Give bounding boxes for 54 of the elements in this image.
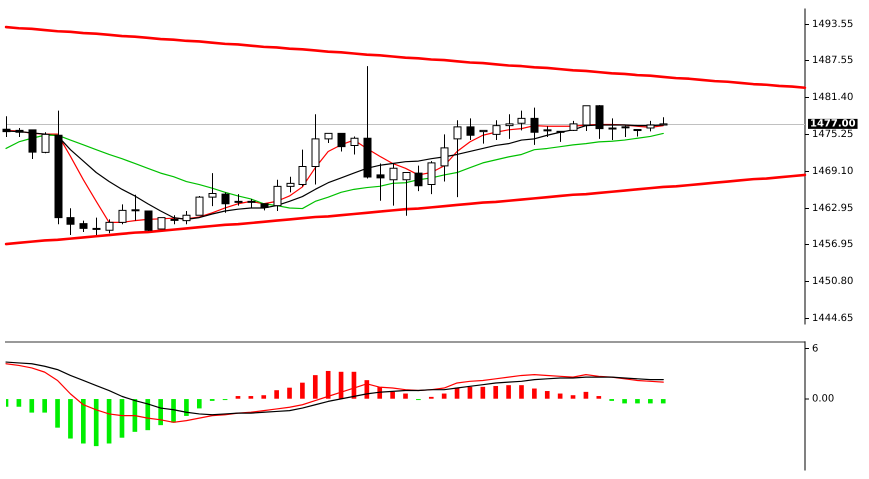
ref-line-label: 1477.00	[810, 118, 856, 130]
bar	[300, 382, 305, 399]
y-tick-label: 1487.55	[812, 54, 854, 66]
bar	[261, 395, 266, 399]
bar	[80, 399, 86, 444]
bar	[55, 399, 60, 428]
bar	[390, 392, 395, 399]
y-tick-label: 1493.55	[812, 18, 854, 30]
bar	[596, 396, 602, 399]
y-tick-label: 1475.25	[812, 128, 854, 140]
bar	[68, 399, 73, 439]
bar	[468, 386, 472, 399]
bar	[493, 386, 498, 399]
bar	[352, 372, 356, 399]
bar	[519, 385, 524, 399]
bar	[403, 394, 408, 399]
bar	[274, 390, 279, 399]
y-tick-label: 1469.10	[812, 166, 854, 177]
bar	[622, 399, 627, 404]
bar	[120, 399, 124, 438]
y-tick-label: 1456.95	[812, 238, 854, 250]
bar	[326, 370, 331, 399]
bar	[660, 399, 666, 404]
bar	[94, 399, 99, 446]
bar	[584, 392, 588, 399]
bar	[184, 399, 189, 416]
y-tick-label: 0.00	[812, 393, 834, 404]
bar	[558, 394, 562, 399]
bar	[236, 396, 240, 399]
bar	[132, 399, 138, 432]
bar	[544, 391, 550, 399]
bar	[570, 395, 576, 399]
bar	[454, 388, 460, 399]
bar	[648, 399, 653, 404]
bar	[338, 372, 344, 399]
y-tick-label: 1462.95	[812, 202, 854, 214]
y-tick-label: 1481.40	[812, 92, 854, 103]
bar	[287, 388, 292, 399]
y-tick-label: 1444.65	[812, 312, 854, 324]
bar	[532, 388, 537, 399]
bar	[442, 394, 446, 399]
bar	[248, 396, 254, 399]
bar	[635, 399, 640, 404]
y-tick-label: 6	[812, 343, 818, 354]
bar	[16, 399, 22, 407]
y-tick-label: 1450.80	[812, 276, 854, 287]
bar	[480, 386, 486, 399]
bar	[106, 399, 112, 444]
bar	[171, 399, 176, 423]
bar	[312, 375, 318, 399]
bar	[506, 385, 511, 399]
bar	[42, 399, 47, 413]
bar	[196, 399, 202, 408]
bar	[29, 399, 34, 413]
